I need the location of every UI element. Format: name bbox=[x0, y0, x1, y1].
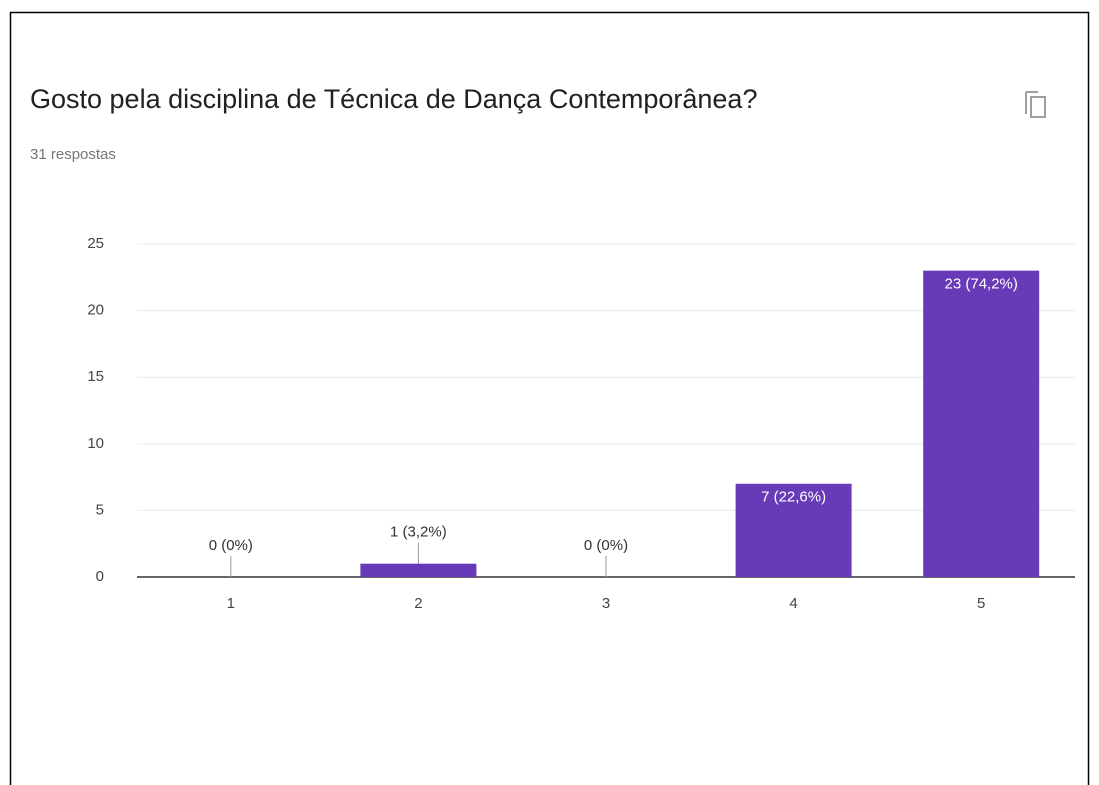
chart-subtitle: 31 respostas bbox=[30, 146, 116, 163]
y-tick-label: 25 bbox=[87, 235, 104, 252]
x-tick-label: 3 bbox=[602, 595, 610, 612]
y-tick-label: 0 bbox=[96, 568, 104, 585]
y-tick-label: 20 bbox=[87, 302, 104, 319]
x-tick-label: 2 bbox=[414, 595, 422, 612]
bar bbox=[923, 270, 1040, 577]
x-tick-label: 5 bbox=[977, 595, 985, 612]
data-label: 23 (74,2%) bbox=[945, 276, 1018, 293]
data-label: 1 (3,2%) bbox=[390, 524, 447, 541]
card bbox=[9, 11, 1090, 785]
chart-title: Gosto pela disciplina de Técnica de Danç… bbox=[30, 84, 757, 114]
x-tick-label: 1 bbox=[227, 595, 235, 612]
bar bbox=[360, 563, 477, 577]
copy-icon-front bbox=[1030, 96, 1046, 118]
data-label: 0 (0%) bbox=[209, 537, 253, 554]
x-tick-label: 4 bbox=[789, 595, 797, 612]
data-label: 7 (22,6%) bbox=[761, 489, 826, 506]
bar bbox=[735, 483, 852, 577]
data-label: 0 (0%) bbox=[584, 537, 628, 554]
y-tick-label: 15 bbox=[87, 368, 104, 385]
copy-icon[interactable] bbox=[1025, 91, 1046, 118]
y-tick-label: 5 bbox=[96, 501, 104, 518]
y-tick-label: 10 bbox=[87, 435, 104, 452]
